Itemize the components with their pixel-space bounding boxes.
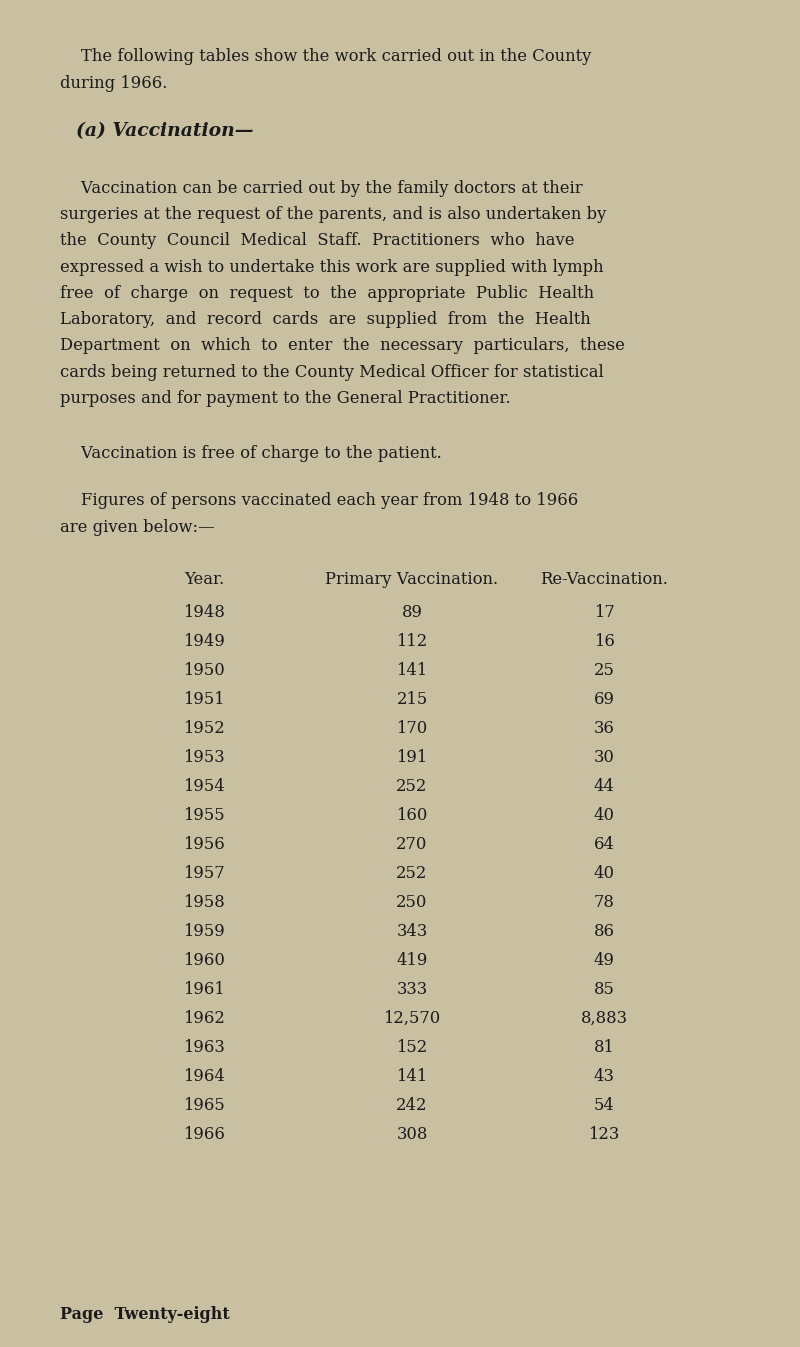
Text: 44: 44 — [594, 779, 614, 795]
Text: 40: 40 — [594, 865, 614, 882]
Text: 252: 252 — [396, 779, 428, 795]
Text: The following tables show the work carried out in the County: The following tables show the work carri… — [60, 48, 591, 66]
Text: Laboratory,  and  record  cards  are  supplied  from  the  Health: Laboratory, and record cards are supplie… — [60, 311, 590, 329]
Text: 1954: 1954 — [183, 779, 225, 795]
Text: Figures of persons vaccinated each year from 1948 to 1966: Figures of persons vaccinated each year … — [60, 493, 578, 509]
Text: 1955: 1955 — [183, 807, 225, 824]
Text: 1949: 1949 — [183, 633, 225, 651]
Text: 215: 215 — [396, 691, 428, 709]
Text: 16: 16 — [594, 633, 614, 651]
Text: 49: 49 — [594, 952, 614, 968]
Text: 36: 36 — [594, 721, 614, 737]
Text: 250: 250 — [396, 894, 428, 911]
Text: 112: 112 — [396, 633, 428, 651]
Text: 141: 141 — [396, 1068, 428, 1084]
Text: 40: 40 — [594, 807, 614, 824]
Text: (a) Vaccination—: (a) Vaccination— — [76, 123, 254, 140]
Text: 152: 152 — [396, 1039, 428, 1056]
Text: Vaccination can be carried out by the family doctors at their: Vaccination can be carried out by the fa… — [60, 180, 582, 197]
Text: 1952: 1952 — [183, 721, 225, 737]
Text: the  County  Council  Medical  Staff.  Practitioners  who  have: the County Council Medical Staff. Practi… — [60, 233, 574, 249]
Text: Re-Vaccination.: Re-Vaccination. — [540, 571, 668, 589]
Text: 12,570: 12,570 — [383, 1010, 441, 1026]
Text: 78: 78 — [594, 894, 614, 911]
Text: 1950: 1950 — [183, 663, 225, 679]
Text: 160: 160 — [396, 807, 428, 824]
Text: 8,883: 8,883 — [581, 1010, 627, 1026]
Text: 25: 25 — [594, 663, 614, 679]
Text: 1958: 1958 — [183, 894, 225, 911]
Text: 1959: 1959 — [183, 923, 225, 940]
Text: 1951: 1951 — [183, 691, 225, 709]
Text: 252: 252 — [396, 865, 428, 882]
Text: Year.: Year. — [184, 571, 224, 589]
Text: cards being returned to the County Medical Officer for statistical: cards being returned to the County Medic… — [60, 364, 604, 381]
Text: Vaccination is free of charge to the patient.: Vaccination is free of charge to the pat… — [60, 445, 442, 462]
Text: 242: 242 — [396, 1096, 428, 1114]
Text: 30: 30 — [594, 749, 614, 766]
Text: 1962: 1962 — [183, 1010, 225, 1026]
Text: 64: 64 — [594, 836, 614, 853]
Text: 1966: 1966 — [183, 1126, 225, 1142]
Text: 81: 81 — [594, 1039, 614, 1056]
Text: 85: 85 — [594, 981, 614, 998]
Text: expressed a wish to undertake this work are supplied with lymph: expressed a wish to undertake this work … — [60, 259, 604, 276]
Text: 54: 54 — [594, 1096, 614, 1114]
Text: Department  on  which  to  enter  the  necessary  particulars,  these: Department on which to enter the necessa… — [60, 337, 625, 354]
Text: 419: 419 — [396, 952, 428, 968]
Text: 123: 123 — [588, 1126, 620, 1142]
Text: 270: 270 — [396, 836, 428, 853]
Text: are given below:—: are given below:— — [60, 519, 214, 536]
Text: 89: 89 — [402, 605, 422, 621]
Text: Primary Vaccination.: Primary Vaccination. — [326, 571, 498, 589]
Text: 86: 86 — [594, 923, 614, 940]
Text: 69: 69 — [594, 691, 614, 709]
Text: free  of  charge  on  request  to  the  appropriate  Public  Health: free of charge on request to the appropr… — [60, 286, 594, 302]
Text: 1963: 1963 — [183, 1039, 225, 1056]
Text: 308: 308 — [396, 1126, 428, 1142]
Text: 1965: 1965 — [183, 1096, 225, 1114]
Text: 1964: 1964 — [183, 1068, 225, 1084]
Text: 1956: 1956 — [183, 836, 225, 853]
Text: 141: 141 — [396, 663, 428, 679]
Text: 170: 170 — [396, 721, 428, 737]
Text: 17: 17 — [594, 605, 614, 621]
Text: 1948: 1948 — [183, 605, 225, 621]
Text: purposes and for payment to the General Practitioner.: purposes and for payment to the General … — [60, 389, 510, 407]
Text: 191: 191 — [396, 749, 428, 766]
Text: 1957: 1957 — [183, 865, 225, 882]
Text: surgeries at the request of the parents, and is also undertaken by: surgeries at the request of the parents,… — [60, 206, 606, 224]
Text: 1953: 1953 — [183, 749, 225, 766]
Text: 343: 343 — [396, 923, 428, 940]
Text: during 1966.: during 1966. — [60, 74, 167, 92]
Text: 1961: 1961 — [183, 981, 225, 998]
Text: 43: 43 — [594, 1068, 614, 1084]
Text: 333: 333 — [397, 981, 427, 998]
Text: 1960: 1960 — [183, 952, 225, 968]
Text: Page  Twenty-eight: Page Twenty-eight — [60, 1305, 230, 1323]
